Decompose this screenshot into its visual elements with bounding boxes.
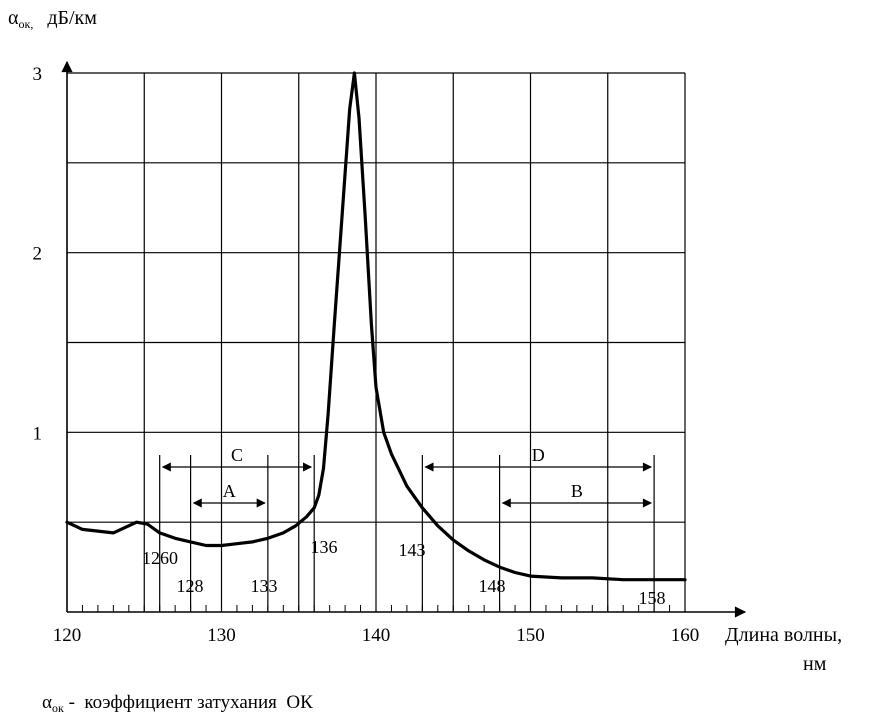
x-tick-label: 150: [516, 625, 545, 646]
marker-label: 1260: [142, 548, 178, 568]
marker-label: 148: [479, 576, 506, 596]
attenuation-curve: [65, 71, 687, 582]
range-arrows: CA D B: [161, 445, 653, 508]
range-label: C: [231, 445, 243, 465]
range-label: A: [223, 481, 236, 501]
x-tick-label: 120: [53, 625, 82, 646]
marker-label: 143: [399, 540, 426, 560]
y-axis-label: αок, дБ/км: [8, 7, 97, 31]
marker-label: 158: [639, 588, 666, 608]
caption-subscript: ок: [51, 701, 64, 715]
axis-labels: 120 130 140 150 160 1 2 3 αок, дБ/км Длина волны, н…: [8, 7, 842, 675]
y-tick-label: 1: [33, 423, 43, 444]
range-label: B: [571, 481, 583, 501]
range-label: D: [532, 445, 545, 465]
marker-label: 128: [177, 576, 204, 596]
marker-label: 133: [251, 576, 278, 596]
wavelength-markers: 1260 128 133 136 143 148 158: [142, 455, 666, 612]
grid: [67, 72, 686, 612]
x-tick-label: 130: [207, 625, 236, 646]
caption-text: - коэффициент затухания ОК: [63, 692, 313, 713]
marker-label: 136: [311, 537, 338, 557]
y-tick-label: 2: [33, 244, 43, 265]
caption: αок - коэффициент затухания ОК: [42, 692, 313, 715]
x-axis-label: Длина волны,: [725, 624, 842, 646]
series-line: [65, 71, 687, 582]
x-tick-label: 160: [671, 625, 700, 646]
y-tick-label: 3: [33, 64, 43, 85]
caption-symbol: α: [42, 692, 52, 713]
x-tick-label: 140: [362, 625, 391, 646]
axes: [61, 60, 747, 618]
x-axis-unit: нм: [803, 653, 827, 675]
